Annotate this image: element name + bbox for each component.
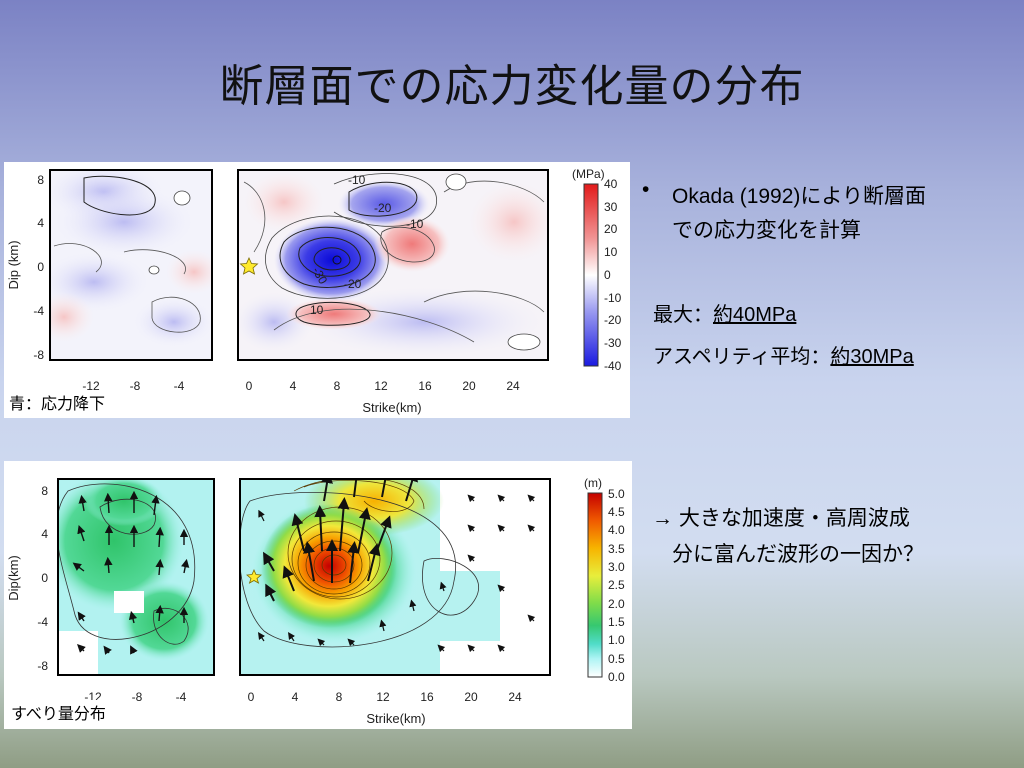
x-tick-label: 12 [374, 379, 388, 393]
x-tick-label: -4 [176, 690, 187, 704]
x-tick-label: 24 [506, 379, 520, 393]
colorbar-tick: 3.0 [608, 560, 625, 574]
y-axis-title: Dip (km) [6, 240, 21, 289]
x-tick-label: 20 [462, 379, 476, 393]
contour-label: -10 [348, 173, 366, 187]
x-tick-label: 24 [508, 690, 522, 704]
stress-figure-svg: -10 -20 -10 -30 -20 10 8 4 0 -4 -8 Dip (… [6, 167, 622, 415]
stress-left-subplot [49, 169, 213, 361]
x-tick-label: 4 [292, 690, 299, 704]
asperity-average-value: 約30MPa [830, 346, 914, 368]
x-tick-label: 16 [420, 690, 434, 704]
conclusion-line-1: → 大きな加速度・高周波成 [652, 507, 910, 530]
colorbar-tick: 4.0 [608, 523, 625, 537]
contour-label: -20 [374, 201, 392, 215]
max-stress-value: 約40MPa [713, 304, 797, 326]
x-tick-label: 0 [248, 690, 255, 704]
x-axis-title: Strike(km) [362, 400, 421, 415]
y-tick-label: 4 [37, 216, 44, 230]
slip-y-axis: 8 4 0 -4 -8 Dip(km) [6, 484, 48, 673]
x-axis-title: Strike(km) [366, 711, 425, 726]
colorbar-tick: -10 [604, 291, 622, 305]
colorbar-tick: 5.0 [608, 487, 625, 501]
okada-text-line-2: での応力変化を計算 [672, 219, 861, 242]
x-tick-label: 12 [376, 690, 390, 704]
colorbar-tick: 2.0 [608, 597, 625, 611]
x-tick-label: -4 [174, 379, 185, 393]
asperity-average-row: アスペリティ平均：約30MPa [653, 340, 914, 369]
colorbar-tick: 1.5 [608, 615, 625, 629]
x-tick-label: 16 [418, 379, 432, 393]
colorbar-unit: (MPa) [572, 167, 605, 181]
star-icon [239, 257, 259, 275]
y-tick-label: 0 [41, 571, 48, 585]
colorbar-tick: 10 [604, 245, 618, 259]
x-tick-label: -8 [132, 690, 143, 704]
colorbar-unit: (m) [584, 476, 602, 490]
colorbar-tick: 2.5 [608, 578, 625, 592]
y-tick-label: -8 [37, 659, 48, 673]
slip-left-subplot [57, 478, 215, 676]
colorbar-tick: 3.5 [608, 542, 625, 556]
contour-label: -10 [406, 217, 424, 231]
colorbar-tick: 20 [604, 222, 618, 236]
x-tick-label: 0 [246, 379, 253, 393]
colorbar-tick: 0.0 [608, 670, 625, 684]
slide-title: 断層面での応力変化量の分布 [219, 61, 805, 112]
x-tick-label: -8 [130, 379, 141, 393]
slip-caption: すべり量分布 [9, 700, 108, 724]
y-tick-label: 0 [37, 260, 44, 274]
stress-colorbar: (MPa) 40 30 20 10 0 -10 -20 -30 -40 [572, 167, 622, 373]
stress-y-axis: 8 4 0 -4 -8 Dip (km) [6, 173, 44, 362]
colorbar-tick: -20 [604, 313, 622, 327]
asperity-average-label: アスペリティ平均： [653, 346, 831, 368]
okada-text-line-1: Okada (1992)により断層面 [672, 185, 926, 208]
conclusion-line-2: 分に富んだ波形の一因か？ [672, 543, 924, 566]
slip-colorbar: (m) 5.0 4.5 4.0 3.5 3.0 2.5 2.0 1.5 1.0 … [584, 476, 625, 684]
star-icon [246, 569, 262, 584]
slip-figure-svg: 8 4 0 -4 -8 Dip(km) -12 -8 -4 0 4 8 12 1… [6, 476, 625, 726]
colorbar-tick: 0 [604, 268, 611, 282]
bullet-marker: • [642, 178, 650, 201]
max-stress-row: 最大：約40MPa [653, 298, 796, 327]
stress-right-subplot: -10 -20 -10 -30 -20 10 [237, 169, 549, 361]
colorbar-tick: -40 [604, 359, 622, 373]
max-stress-label: 最大： [653, 304, 713, 326]
colorbar-tick: -30 [604, 336, 622, 350]
colorbar-tick: 4.5 [608, 505, 625, 519]
contour-label: -20 [344, 277, 362, 291]
colorbar-tick: 30 [604, 200, 618, 214]
slip-x-axis: -12 -8 -4 0 4 8 12 16 20 24 Strike(km) [84, 690, 522, 726]
colorbar-tick: 0.5 [608, 652, 625, 666]
stress-change-figure: -10 -20 -10 -30 -20 10 8 4 0 -4 -8 Dip (… [4, 162, 630, 418]
x-tick-label: 20 [464, 690, 478, 704]
y-tick-label: 8 [37, 173, 44, 187]
y-tick-label: -8 [33, 348, 44, 362]
y-tick-label: -4 [37, 615, 48, 629]
slip-distribution-figure: 8 4 0 -4 -8 Dip(km) -12 -8 -4 0 4 8 12 1… [4, 461, 632, 729]
x-tick-label: -12 [82, 379, 100, 393]
colorbar-tick: 1.0 [608, 633, 625, 647]
y-tick-label: 4 [41, 527, 48, 541]
y-tick-label: 8 [41, 484, 48, 498]
x-tick-label: 8 [336, 690, 343, 704]
slip-right-subplot [239, 478, 551, 676]
stress-caption: 青：応力降下 [7, 390, 108, 414]
stress-x-axis: -12 -8 -4 0 4 8 12 16 20 24 Strike(km) [82, 379, 520, 415]
x-tick-label: 4 [290, 379, 297, 393]
colorbar-tick: 40 [604, 177, 618, 191]
y-axis-title: Dip(km) [6, 555, 21, 601]
x-tick-label: 8 [334, 379, 341, 393]
y-tick-label: -4 [33, 304, 44, 318]
contour-label: 10 [310, 303, 324, 317]
